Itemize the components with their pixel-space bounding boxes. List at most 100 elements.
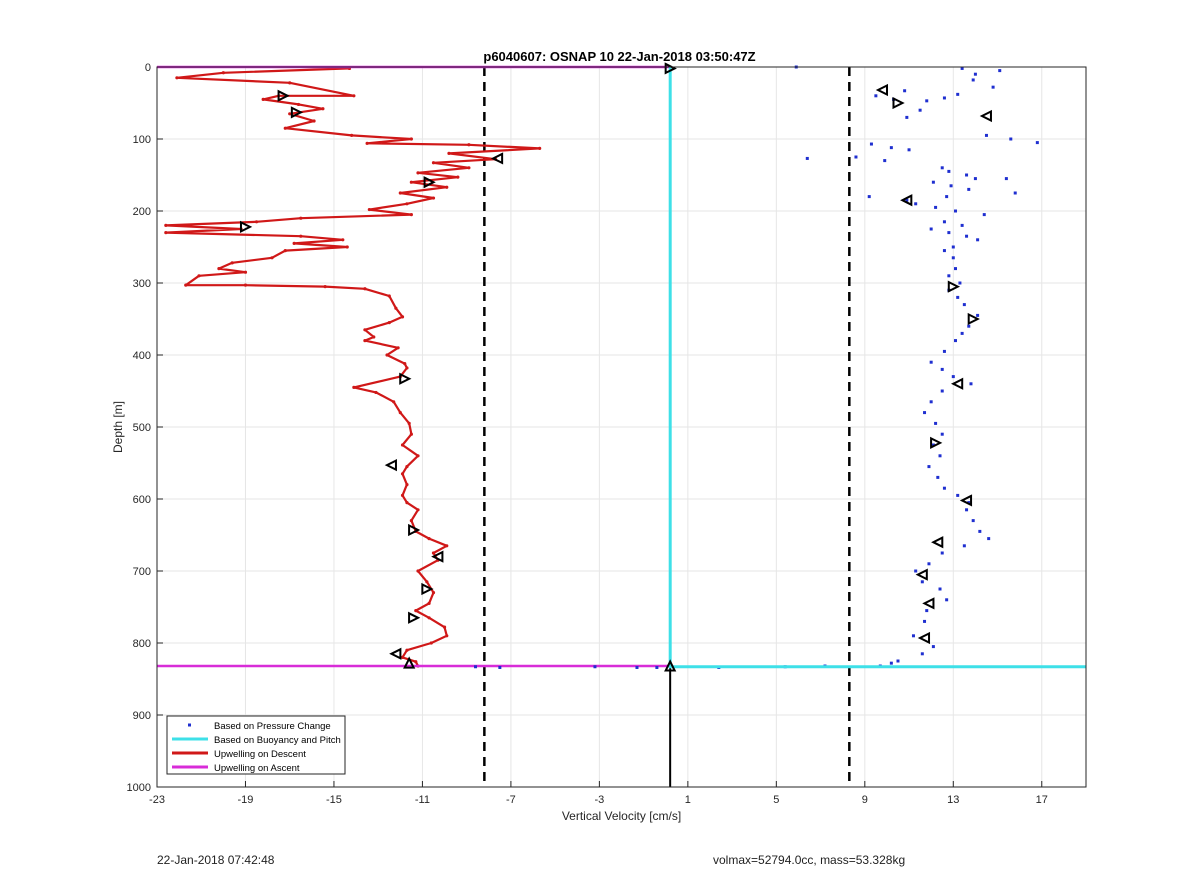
pressure-point bbox=[593, 665, 597, 669]
descent-point bbox=[288, 81, 292, 85]
descent-point bbox=[321, 107, 325, 111]
pressure-point bbox=[958, 281, 962, 285]
descent-point bbox=[363, 287, 367, 291]
grid bbox=[156, 66, 1086, 788]
descent-point bbox=[341, 238, 345, 242]
direction-marker bbox=[664, 62, 677, 75]
descent-point bbox=[299, 234, 303, 238]
descent-point bbox=[394, 306, 398, 310]
pressure-point bbox=[869, 142, 873, 146]
descent-point bbox=[429, 641, 433, 645]
pressure-point bbox=[945, 195, 949, 199]
descent-point bbox=[385, 353, 389, 357]
pressure-point bbox=[931, 180, 935, 184]
descent-point bbox=[467, 143, 471, 147]
descent-point bbox=[283, 249, 287, 253]
direction-marker bbox=[922, 597, 935, 610]
pressure-point bbox=[956, 493, 960, 497]
direction-marker bbox=[959, 494, 973, 507]
pressure-point bbox=[854, 155, 858, 159]
descent-point bbox=[350, 133, 354, 137]
legend-swatch-dot bbox=[188, 723, 191, 727]
direction-marker bbox=[967, 312, 980, 326]
descent-point bbox=[352, 94, 356, 98]
pressure-point bbox=[914, 202, 918, 206]
pressure-point bbox=[903, 89, 907, 93]
descent-point bbox=[197, 274, 201, 278]
descent-point bbox=[270, 256, 274, 260]
footer-info: volmax=52794.0cc, mass=53.328kg bbox=[713, 853, 906, 867]
y-tick-label: 700 bbox=[133, 566, 151, 578]
pressure-point bbox=[938, 454, 942, 458]
descent-point bbox=[367, 207, 371, 212]
pressure-point bbox=[949, 184, 953, 188]
pressure-point bbox=[923, 619, 927, 623]
pressure-point bbox=[474, 665, 478, 669]
pressure-point bbox=[965, 173, 969, 177]
buoyancy-series-line bbox=[668, 67, 1086, 669]
pressure-point bbox=[925, 609, 929, 613]
pressure-point bbox=[920, 580, 924, 584]
pressure-point bbox=[896, 659, 900, 663]
descent-point bbox=[405, 366, 409, 370]
descent-point bbox=[409, 137, 413, 141]
direction-marker bbox=[917, 631, 931, 645]
pressure-point bbox=[973, 72, 977, 76]
descent-point bbox=[409, 180, 413, 184]
descent-point bbox=[414, 660, 418, 664]
pressure-point bbox=[978, 529, 982, 533]
direction-marker bbox=[947, 280, 961, 293]
descent-point bbox=[164, 231, 168, 235]
descent-point bbox=[254, 220, 259, 224]
pressure-point bbox=[945, 598, 949, 602]
pressure-point bbox=[953, 267, 957, 271]
descent-point bbox=[398, 411, 402, 415]
pressure-point bbox=[942, 249, 946, 253]
pressure-point bbox=[883, 159, 887, 163]
pressure-point bbox=[965, 234, 969, 238]
pressure-point bbox=[984, 133, 988, 137]
x-tick-label: 1 bbox=[685, 794, 691, 806]
pressure-point bbox=[938, 587, 942, 591]
y-tick-label: 200 bbox=[133, 206, 151, 218]
descent-series-line bbox=[164, 67, 541, 667]
x-tick-label: 13 bbox=[947, 794, 959, 806]
pressure-point bbox=[976, 313, 980, 317]
legend-box bbox=[166, 715, 346, 775]
pressure-point bbox=[960, 223, 964, 227]
descent-point bbox=[456, 175, 460, 179]
y-tick-label: 800 bbox=[133, 638, 151, 650]
x-axis-label: Vertical Velocity [cm/s] bbox=[562, 809, 681, 823]
direction-markers bbox=[239, 62, 992, 672]
descent-point bbox=[230, 261, 234, 265]
pressure-point bbox=[889, 146, 893, 150]
direction-marker bbox=[408, 523, 421, 537]
pressure-point bbox=[929, 227, 933, 231]
descent-point bbox=[387, 321, 391, 325]
pressure-point bbox=[962, 544, 966, 548]
direction-marker bbox=[875, 83, 889, 97]
descent-point bbox=[405, 501, 409, 505]
pressure-point bbox=[889, 661, 893, 665]
descent-point bbox=[409, 213, 413, 217]
y-tick-label: 0 bbox=[145, 62, 151, 74]
descent-point bbox=[538, 146, 542, 150]
descent-point bbox=[427, 616, 431, 620]
pressure-point bbox=[998, 69, 1002, 73]
x-tick-label: -7 bbox=[506, 794, 516, 806]
descent-point bbox=[442, 625, 447, 629]
x-tick-label: -3 bbox=[594, 794, 604, 806]
descent-point bbox=[288, 112, 292, 116]
descent-point bbox=[175, 76, 179, 80]
y-tick-label: 900 bbox=[133, 710, 151, 722]
descent-point bbox=[217, 267, 221, 271]
pressure-point bbox=[940, 389, 944, 393]
descent-point bbox=[409, 519, 413, 523]
descent-point bbox=[396, 346, 400, 350]
pressure-point bbox=[942, 349, 946, 353]
x-tick-label: -11 bbox=[415, 794, 430, 806]
pressure-point bbox=[953, 339, 957, 343]
pressure-point bbox=[927, 465, 931, 469]
descent-point bbox=[416, 171, 420, 175]
direction-marker bbox=[900, 194, 913, 207]
